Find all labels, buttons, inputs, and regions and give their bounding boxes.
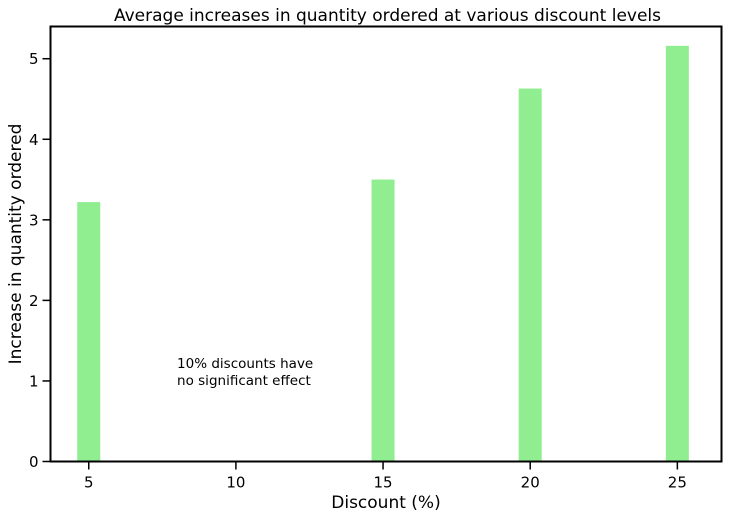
y-tick-label-1: 1 bbox=[29, 372, 39, 390]
bar-5 bbox=[77, 202, 101, 462]
annotation-line-2: no significant effect bbox=[177, 373, 311, 389]
x-tick-label-15: 15 bbox=[374, 474, 393, 492]
y-tick-label-2: 2 bbox=[29, 292, 39, 310]
annotation-line-1: 10% discounts have bbox=[177, 356, 313, 372]
x-tick-label-20: 20 bbox=[521, 474, 540, 492]
x-axis-label: Discount (%) bbox=[331, 493, 440, 513]
x-tick-label-5: 5 bbox=[84, 474, 94, 492]
x-axis: 5 10 15 20 25 bbox=[84, 461, 687, 492]
bar-25 bbox=[665, 45, 689, 462]
bar-15 bbox=[371, 179, 395, 462]
y-tick-label-4: 4 bbox=[29, 131, 39, 149]
y-tick-label-5: 5 bbox=[29, 50, 39, 68]
y-axis: 0 1 2 3 4 5 bbox=[29, 50, 51, 471]
x-tick-label-10: 10 bbox=[226, 474, 245, 492]
y-axis-label: Increase in quantity ordered bbox=[6, 124, 26, 365]
bar-20 bbox=[518, 88, 542, 462]
y-tick-label-0: 0 bbox=[29, 453, 39, 471]
x-tick-label-25: 25 bbox=[668, 474, 687, 492]
plot-frame bbox=[49, 25, 723, 463]
chart-title: Average increases in quantity ordered at… bbox=[114, 6, 661, 26]
y-tick-label-3: 3 bbox=[29, 211, 39, 229]
bars-group bbox=[77, 45, 689, 462]
